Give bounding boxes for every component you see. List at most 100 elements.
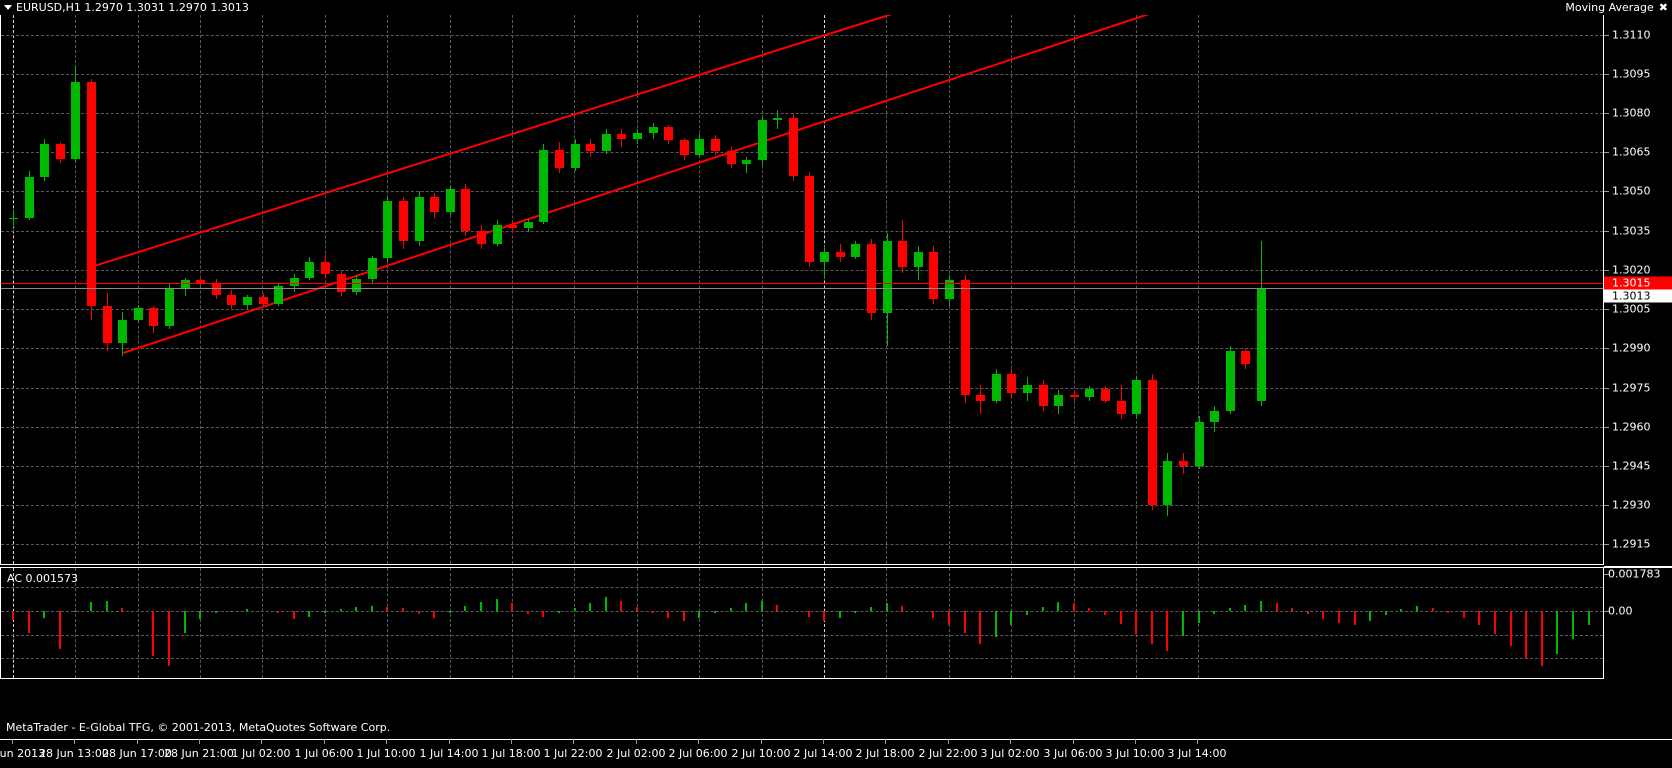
candle-body bbox=[1132, 379, 1141, 414]
time-tick bbox=[761, 739, 762, 744]
candle-body bbox=[493, 225, 502, 244]
price-scale-label: 1.3005 bbox=[1612, 302, 1651, 316]
ac-histogram-bar bbox=[1510, 610, 1512, 647]
vertical-gridline bbox=[325, 568, 326, 678]
chart-top-bar: EURUSD,H1 1.2970 1.3031 1.2970 1.3013 Mo… bbox=[0, 0, 1672, 15]
time-tick bbox=[137, 739, 138, 744]
horizontal-gridline bbox=[1, 387, 1603, 389]
price-scale-label: 1.3095 bbox=[1612, 67, 1651, 81]
ac-histogram-bar bbox=[1432, 608, 1434, 611]
vertical-gridline bbox=[450, 568, 451, 678]
candle-body bbox=[1163, 460, 1172, 506]
main-chart-pane[interactable] bbox=[0, 14, 1604, 565]
vertical-gridline bbox=[824, 568, 825, 678]
candle-body bbox=[773, 118, 782, 120]
vertical-gridline bbox=[13, 568, 14, 678]
price-scale-label: 1.3035 bbox=[1612, 224, 1651, 238]
indicator-scale[interactable]: 0.001783 0.00 bbox=[1604, 567, 1672, 681]
ac-histogram-bar bbox=[1478, 610, 1480, 625]
ac-histogram-bar bbox=[808, 610, 810, 617]
candle-body bbox=[929, 251, 938, 299]
candlestick-plot-area[interactable] bbox=[1, 15, 1603, 564]
ac-histogram-bar bbox=[184, 610, 186, 634]
candle-body bbox=[165, 288, 174, 327]
vertical-gridline bbox=[637, 15, 638, 564]
horizontal-gridline bbox=[1, 34, 1603, 36]
candle-wick bbox=[746, 157, 747, 174]
horizontal-gridline bbox=[1, 426, 1603, 428]
price-scale[interactable]: 1.3110 1.3095 1.3080 1.3065 1.3050 1.3035 1.30… bbox=[1604, 14, 1672, 567]
ac-histogram-bar bbox=[355, 607, 357, 611]
ac-histogram-bar bbox=[308, 610, 310, 617]
ac-histogram-bar bbox=[1572, 610, 1574, 640]
ac-histogram-bar bbox=[1042, 607, 1044, 611]
ac-histogram-bar bbox=[1057, 602, 1059, 611]
time-tick bbox=[1197, 739, 1198, 744]
candle-body bbox=[1210, 411, 1219, 422]
candle-body bbox=[243, 297, 252, 306]
vertical-gridline bbox=[262, 568, 263, 678]
ac-histogram-bar bbox=[433, 610, 435, 618]
ac-histogram-bar bbox=[1588, 610, 1590, 625]
ac-histogram-bar bbox=[1369, 610, 1371, 622]
close-icon[interactable]: ✖ bbox=[1658, 1, 1668, 14]
candle-body bbox=[883, 241, 892, 314]
candle-body bbox=[820, 251, 829, 263]
time-tick bbox=[511, 739, 512, 744]
ac-histogram-bar bbox=[542, 610, 544, 617]
price-tick bbox=[1604, 269, 1609, 271]
ac-histogram-plot-area[interactable] bbox=[1, 568, 1603, 678]
horizontal-gridline bbox=[1, 634, 1603, 636]
triangle-down-icon[interactable] bbox=[4, 5, 12, 10]
indicator-legend-group[interactable]: Moving Average ✖ bbox=[1565, 1, 1668, 14]
ac-histogram-bar bbox=[1213, 610, 1215, 615]
symbol-info-group[interactable]: EURUSD,H1 1.2970 1.3031 1.2970 1.3013 bbox=[4, 1, 249, 14]
candle-body bbox=[118, 319, 127, 344]
candle-body bbox=[1148, 379, 1157, 506]
candle-body bbox=[851, 243, 860, 257]
candle-body bbox=[196, 280, 205, 283]
price-scale-label: 1.3050 bbox=[1612, 184, 1651, 198]
ac-histogram-bar bbox=[558, 610, 560, 613]
price-tick bbox=[1604, 113, 1609, 115]
time-axis-label: 1 Jul 18:00 bbox=[481, 747, 541, 760]
ac-histogram-bar bbox=[464, 605, 466, 611]
horizontal-gridline bbox=[1, 309, 1603, 311]
candle-body bbox=[992, 374, 1001, 401]
candle-body bbox=[1179, 460, 1188, 466]
candle-body bbox=[399, 200, 408, 242]
candle-body bbox=[1007, 374, 1016, 393]
ac-histogram-bar bbox=[1182, 610, 1184, 636]
vertical-gridline bbox=[450, 15, 451, 564]
indicator-subwindow[interactable]: AC 0.001573 bbox=[0, 567, 1604, 679]
ac-histogram-bar bbox=[340, 609, 342, 611]
horizontal-gridline bbox=[1, 586, 1603, 588]
price-tick bbox=[1604, 348, 1609, 350]
ac-histogram-bar bbox=[1291, 608, 1293, 611]
time-axis-area: MetaTrader - E-Global TFG, © 2001-2013, … bbox=[0, 679, 1672, 768]
time-axis-label: 28 Jun 21:00 bbox=[164, 747, 234, 760]
time-axis-label: 3 Jul 02:00 bbox=[980, 747, 1040, 760]
vertical-gridline bbox=[75, 15, 76, 564]
candle-wick bbox=[1074, 390, 1075, 401]
candle-body bbox=[867, 243, 876, 314]
candle-body bbox=[1117, 400, 1126, 414]
price-scale-label: 1.3020 bbox=[1612, 263, 1651, 277]
vertical-gridline bbox=[1074, 568, 1075, 678]
horizontal-gridline bbox=[1, 230, 1603, 232]
vertical-gridline bbox=[262, 15, 263, 564]
candle-body bbox=[352, 279, 361, 293]
vertical-gridline bbox=[1136, 15, 1137, 564]
vertical-gridline bbox=[512, 15, 513, 564]
ask-price-line bbox=[1, 288, 1603, 290]
ac-histogram-bar bbox=[1244, 604, 1246, 611]
candle-body bbox=[477, 230, 486, 244]
vertical-gridline bbox=[138, 568, 139, 678]
ac-histogram-bar bbox=[324, 610, 326, 613]
candle-body bbox=[71, 81, 80, 159]
ac-histogram-bar bbox=[1322, 610, 1324, 619]
candle-body bbox=[40, 144, 49, 178]
horizontal-gridline bbox=[1, 658, 1603, 660]
price-tick bbox=[1604, 191, 1609, 193]
trendline-lower-channel[interactable] bbox=[123, 15, 1192, 355]
